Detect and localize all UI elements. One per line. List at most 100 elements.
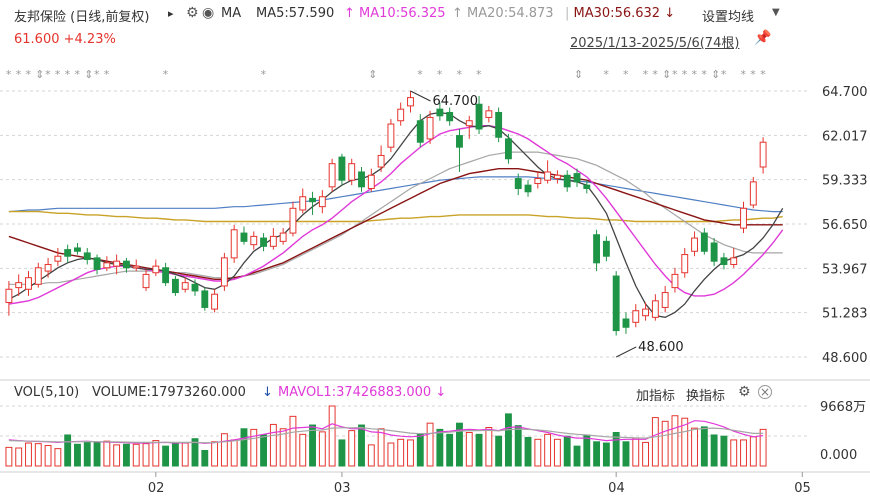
candle	[504, 133, 512, 164]
candle-body	[749, 181, 757, 206]
ma20-line	[8, 151, 783, 285]
candle-body	[416, 120, 424, 143]
candle	[142, 269, 150, 291]
candle-body	[25, 277, 32, 290]
candle	[700, 228, 708, 255]
candle	[171, 276, 179, 296]
candle	[260, 233, 268, 252]
volume-bar	[622, 441, 630, 467]
volume-bar	[407, 439, 414, 467]
candle	[740, 201, 747, 234]
candle-body	[260, 237, 268, 247]
ma-settings-button[interactable]: 设置均线	[702, 10, 755, 25]
candle-body	[201, 290, 209, 308]
volume-bar	[299, 433, 307, 467]
candle	[661, 285, 669, 313]
time-tick-label: 03	[334, 481, 351, 496]
volume-bar	[34, 443, 42, 467]
pin-icon[interactable]: 📌	[754, 30, 772, 46]
volume-bar	[387, 442, 395, 467]
volume-bar	[132, 443, 140, 467]
candle-body	[309, 197, 316, 203]
chevron-down-icon[interactable]: ▼	[772, 7, 780, 18]
volume-bar	[54, 448, 62, 467]
date-range[interactable]: 2025/1/13-2025/5/6(74根)	[570, 36, 740, 51]
volume-bar	[240, 428, 248, 467]
candle	[456, 129, 463, 172]
candle-body	[524, 184, 532, 193]
volume-bar	[367, 444, 375, 467]
candle-body	[377, 154, 385, 168]
mavol-arrow-icon: ↓	[435, 385, 447, 400]
volume-bar	[377, 428, 385, 467]
candle	[720, 252, 728, 270]
candle-body	[397, 108, 405, 122]
candle-body	[269, 235, 277, 247]
event-mark: *	[652, 68, 658, 81]
volume-bar	[436, 428, 444, 467]
candle	[181, 277, 189, 293]
event-mark: *	[163, 68, 169, 81]
gear-icon[interactable]: ⚙	[186, 5, 199, 21]
candle	[201, 287, 209, 311]
candle	[289, 201, 297, 237]
volume-bar	[171, 442, 179, 467]
candle	[544, 160, 552, 184]
candle	[416, 114, 424, 148]
event-mark: *	[55, 68, 61, 81]
volume-bar	[465, 431, 473, 467]
candle	[397, 102, 405, 126]
candle	[211, 289, 219, 313]
candle-body	[132, 265, 140, 269]
event-mark: ⇕	[35, 68, 44, 81]
price-tick-label: 48.600	[822, 351, 868, 366]
volume-bar	[318, 431, 326, 467]
candle-body	[593, 234, 601, 264]
candle	[279, 228, 287, 245]
candle	[358, 167, 365, 192]
candle	[407, 91, 414, 113]
candle-body	[367, 174, 375, 189]
candle-body	[113, 260, 121, 267]
candle-body	[64, 249, 72, 257]
candle-body	[642, 308, 650, 317]
candle	[44, 257, 52, 278]
high-pointer	[410, 90, 431, 102]
candle	[436, 102, 444, 121]
candle-body	[485, 110, 493, 118]
volume-bar	[553, 438, 561, 467]
candle-body	[495, 111, 503, 138]
candle	[495, 107, 503, 143]
expand-arrow-icon[interactable]: ▸	[168, 7, 174, 20]
candle-body	[534, 178, 542, 185]
event-mark: *	[25, 68, 31, 81]
event-mark: ⇕	[574, 68, 583, 81]
candle-body	[44, 263, 52, 272]
candle-body	[671, 273, 679, 289]
candle	[534, 171, 542, 189]
candle-body	[720, 257, 728, 265]
vol-label: VOL(5,10)	[14, 385, 80, 400]
candle	[691, 231, 698, 257]
candle	[74, 243, 81, 255]
event-mark: *	[701, 68, 707, 81]
candle	[749, 176, 757, 209]
candle-body	[612, 275, 620, 332]
gear-icon[interactable]: ⚙	[738, 384, 751, 400]
volume-bar	[651, 417, 659, 467]
candle-body	[759, 141, 767, 168]
event-mark: ⇕	[368, 68, 377, 81]
switch-indicator-button[interactable]: 换指标	[686, 389, 726, 404]
volume-bar	[573, 445, 581, 467]
candle	[563, 170, 571, 192]
close-icon[interactable]: ×	[758, 385, 772, 399]
volume-bar	[25, 442, 32, 467]
visibility-icon[interactable]: ◉	[202, 5, 215, 21]
candle-body	[504, 138, 512, 160]
volume-bar	[583, 434, 591, 467]
candle	[103, 256, 111, 272]
candle-body	[691, 237, 698, 252]
price-tick-label: 53.967	[822, 262, 868, 277]
add-indicator-button[interactable]: 加指标	[636, 389, 676, 404]
volume-bar	[15, 447, 23, 467]
